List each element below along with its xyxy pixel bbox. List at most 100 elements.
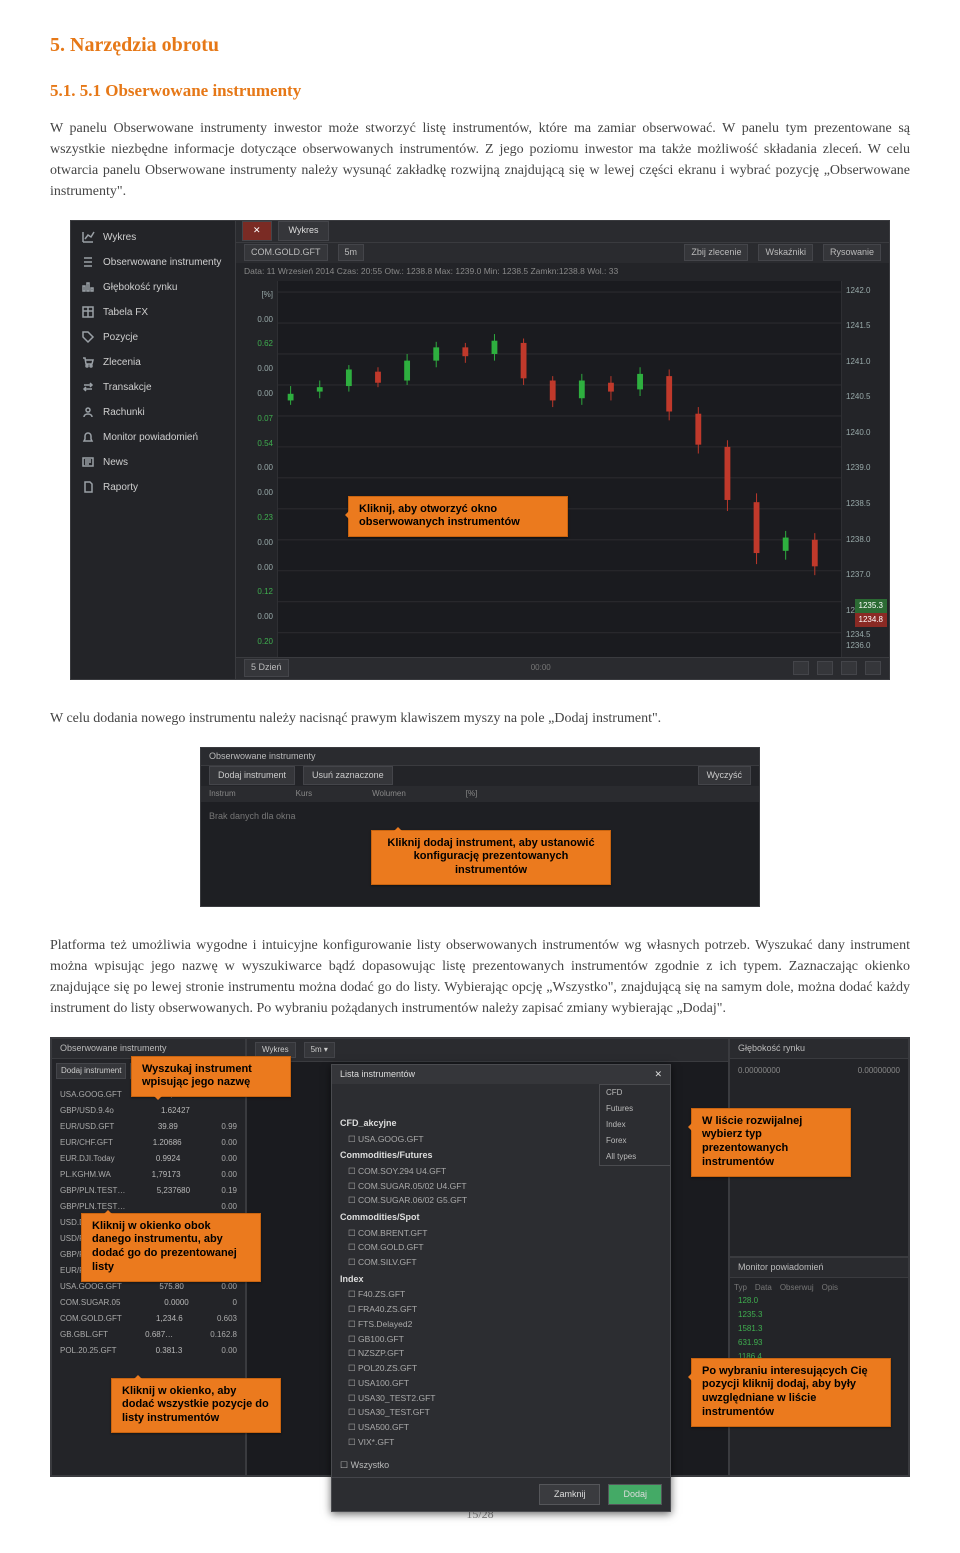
monitor-value: 1235.3 [734,1308,904,1322]
monitor-value: 631.93 [734,1336,904,1350]
btn-clear[interactable]: Wyczyść [698,766,751,786]
nav-btn-4[interactable] [865,661,881,675]
sidebar-item-label: Rachunki [103,405,145,420]
dlg-item[interactable]: ☐ FTS.Delayed2 [340,1317,662,1332]
callout-add: Po wybraniu interesujących Cię pozycji k… [691,1358,891,1427]
sidebar-item-label: Monitor powiadomień [103,430,198,445]
symbol-select[interactable]: COM.GOLD.GFT [244,244,328,262]
y-tick: 1241.0 [846,356,885,368]
watch-col: Wolumen [372,788,406,800]
dlg-item[interactable]: ☐ GB100.GFT [340,1332,662,1347]
heading-5-1: 5.1. 5.1 Obserwowane instrumenty [50,78,910,104]
watch-col: Kurs [296,788,312,800]
paragraph-3: Platforma też umożliwia wygodne i intuic… [50,935,910,1019]
tab-close[interactable]: ✕ [242,221,272,241]
watch-row[interactable]: EUR.DJI.Today0.99240.00 [56,1151,241,1167]
dlg-item[interactable]: ☐ COM.GOLD.GFT [340,1240,662,1255]
y-tick: 1242.0 [846,285,885,297]
type-option[interactable]: Futures [600,1101,670,1117]
sidebar-item-label: Transakcje [103,380,152,395]
sidebar-item-depth[interactable]: Głębokość rynku [71,275,235,300]
watch-row[interactable]: GB.GBL.GFT0.687…0.162.8 [56,1327,241,1343]
btn-rysowanie[interactable]: Rysowanie [823,244,881,262]
type-dropdown[interactable]: CFDFuturesIndexForexAll types [599,1084,671,1166]
watch-header: InstrumKursWolumen[%] [201,786,759,802]
news-icon [81,455,95,469]
center-tf[interactable]: 5m ▾ [304,1042,335,1058]
vol-value: 0.00 [240,487,273,499]
dlg-item[interactable]: ☐ POL20.ZS.GFT [340,1361,662,1376]
timeframe-select[interactable]: 5m [338,244,365,262]
price-chart[interactable]: Kliknij, aby otworzyć okno obserwowanych… [278,281,841,657]
dialog-cancel[interactable]: Zamknij [539,1484,601,1506]
center-title: Wykres 5m ▾ [247,1039,728,1062]
dlg-item[interactable]: ☐ VIX*.GFT [340,1435,662,1450]
chart-icon [81,230,95,244]
volume-column: [%]0.000.620.000.000.070.540.000.000.230… [236,281,278,657]
dlg-item[interactable]: ☐ COM.BRENT.GFT [340,1226,662,1241]
type-option[interactable]: CFD [600,1085,670,1101]
dlg-item[interactable]: ☐ USA100.GFT [340,1376,662,1391]
sidebar-item-label: Wykres [103,230,136,245]
btn-zbij[interactable]: Zbij zlecenie [684,244,748,262]
nav-btn-2[interactable] [817,661,833,675]
watch-row[interactable]: PL.KGHM.WA1,791730.00 [56,1167,241,1183]
y-tick: 1238.0 [846,534,885,546]
callout-all: Kliknij w okienko, aby dodać wszystkie p… [111,1378,281,1433]
nav-btn-1[interactable] [793,661,809,675]
chart-wrap: [%]0.000.620.000.000.070.540.000.000.230… [236,281,889,657]
sidebar-item-tag[interactable]: Pozycje [71,325,235,350]
dlg-item[interactable]: ☐ COM.SUGAR.06/02 G5.GFT [340,1193,662,1208]
btn-wskazniki[interactable]: Wskaźniki [758,244,813,262]
tab-wykres[interactable]: Wykres [278,221,330,241]
watch-row[interactable]: GBP/USD.9.4o1.62427 [56,1103,241,1119]
dlg-item[interactable]: ☐ NZSZP.GFT [340,1346,662,1361]
type-option[interactable]: All types [600,1149,670,1165]
type-option[interactable]: Forex [600,1133,670,1149]
sidebar-item-chart[interactable]: Wykres [71,225,235,250]
period-select[interactable]: 5 Dzień [244,659,289,677]
sidebar-item-news[interactable]: News [71,450,235,475]
watch-row[interactable]: COM.SUGAR.050.00000 [56,1295,241,1311]
vol-value: 0.00 [240,314,273,326]
sidebar-item-user[interactable]: Rachunki [71,400,235,425]
watch-row[interactable]: EUR/CHF.GFT1.206860.00 [56,1135,241,1151]
chart-main: ✕ Wykres COM.GOLD.GFT 5m Zbij zlecenie W… [236,221,889,679]
checkbox-all[interactable]: ☐ Wszystko [340,1460,389,1470]
watch-row[interactable]: COM.GOLD.GFT1,234.60.603 [56,1311,241,1327]
sidebar-item-label: Raporty [103,480,138,495]
dlg-item[interactable]: ☐ USA500.GFT [340,1420,662,1435]
type-option[interactable]: Index [600,1117,670,1133]
dlg-item[interactable]: ☐ FRA40.ZS.GFT [340,1302,662,1317]
dlg-item[interactable]: ☐ USA30_TEST.GFT [340,1405,662,1420]
dlg-item[interactable]: ☐ USA30_TEST2.GFT [340,1391,662,1406]
sidebar-item-cart[interactable]: Zlecenia [71,350,235,375]
watch-row[interactable]: POL.20.25.GFT0.381.30.00 [56,1343,241,1359]
y-tick: 1236.0 [846,640,885,652]
price-badge-ask: 1234.8 [855,613,887,627]
swap-icon [81,380,95,394]
sidebar-item-swap[interactable]: Transakcje [71,375,235,400]
btn-add-instrument-3[interactable]: Dodaj instrument [56,1063,126,1079]
dlg-item[interactable]: ☐ F40.ZS.GFT [340,1287,662,1302]
sidebar-item-list[interactable]: Obserwowane instrumenty [71,250,235,275]
sidebar-item-bell[interactable]: Monitor powiadomień [71,425,235,450]
dlg-item[interactable]: ☐ COM.SUGAR.05/02 U4.GFT [340,1179,662,1194]
sidebar: Wykres Obserwowane instrumentyGłębokość r… [71,221,236,679]
watch-row[interactable]: GBP/PLN.TEST…5,2376800.19 [56,1183,241,1199]
bell-icon [81,430,95,444]
dlg-item[interactable]: ☐ COM.SILV.GFT [340,1255,662,1270]
sidebar-item-doc[interactable]: Raporty [71,475,235,500]
dlg-item[interactable]: ☐ COM.SOY.294 U4.GFT [340,1164,662,1179]
watch-row[interactable]: EUR/USD.GFT39.890.99 [56,1119,241,1135]
vol-value: 0.00 [240,388,273,400]
vol-value: 0.00 [240,611,273,623]
time-label: 00:00 [297,662,785,674]
sidebar-item-table[interactable]: Tabela FX [71,300,235,325]
dialog-close-icon[interactable]: ✕ [654,1068,662,1082]
y-tick: 1239.0 [846,462,885,474]
nav-btn-3[interactable] [841,661,857,675]
btn-delete-selected[interactable]: Usuń zaznaczone [303,766,393,786]
btn-add-instrument[interactable]: Dodaj instrument [209,766,295,786]
dialog-add[interactable]: Dodaj [608,1484,662,1506]
